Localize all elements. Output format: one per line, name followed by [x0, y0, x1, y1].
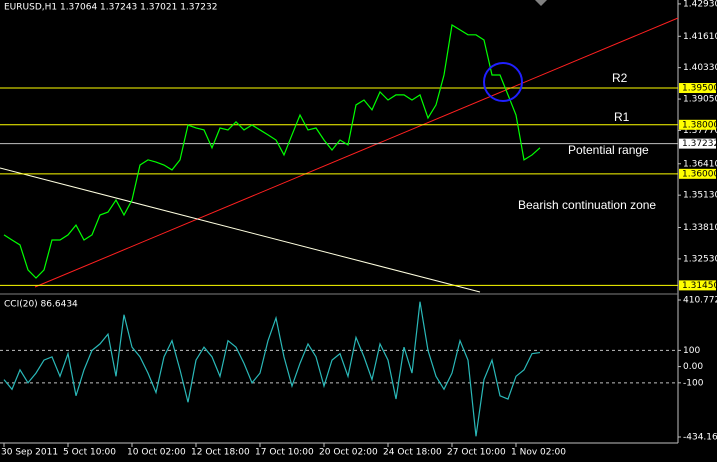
- x-tick-label: 5 Oct 10:00: [63, 448, 116, 458]
- y-tick-label: 1.36410: [683, 159, 717, 169]
- x-tick-label: 12 Oct 18:00: [191, 448, 250, 458]
- y-tick-label: -100: [683, 378, 704, 388]
- level-label: 1.37232: [682, 139, 717, 149]
- trend-line: [34, 17, 679, 288]
- y-tick-label: 1.40330: [683, 63, 717, 73]
- y-tick-label: 1.41610: [683, 32, 717, 42]
- y-tick-label: 1.32530: [683, 254, 717, 264]
- x-tick-label: 30 Sep 2011: [1, 448, 58, 458]
- level-label: 1.38000: [682, 120, 717, 130]
- y-tick-label: 0.00: [683, 362, 703, 372]
- x-tick-label: 17 Oct 10:00: [255, 448, 314, 458]
- x-tick-label: 1 Nov 02:00: [511, 448, 566, 458]
- x-tick-label: 20 Oct 02:00: [319, 448, 378, 458]
- indicator-title: CCI(20) 86.6434: [4, 300, 78, 310]
- annotation: R1: [614, 110, 630, 124]
- level-label: 1.36000: [682, 169, 717, 179]
- level-label-box: [679, 138, 716, 149]
- level-label-box: [679, 280, 716, 291]
- level-label: 1.31450: [682, 281, 717, 291]
- price-line: [3, 24, 541, 279]
- shift-marker: [535, 0, 547, 6]
- y-tick-label: 1.37770: [683, 126, 717, 136]
- x-tick-label: 24 Oct 18:00: [383, 448, 442, 458]
- x-tick-label: 27 Oct 10:00: [447, 448, 506, 458]
- highlight-circle: [483, 62, 523, 102]
- level-label-box: [679, 83, 716, 94]
- y-tick-label: 1.39050: [683, 95, 717, 105]
- y-tick-label: 410.7725: [683, 296, 717, 306]
- y-tick-label: 1.35130: [683, 191, 717, 201]
- level-label-box: [679, 168, 716, 179]
- level-label: 1.39500: [682, 84, 717, 94]
- price-line: [3, 301, 541, 437]
- y-tick-label: 1.42930: [683, 0, 717, 9]
- annotation: R2: [612, 71, 628, 85]
- x-tick-label: 10 Oct 02:00: [127, 448, 186, 458]
- y-tick-label: 1.33810: [683, 223, 717, 233]
- annotation: Bearish continuation zone: [518, 198, 656, 212]
- y-tick-label: 100: [683, 346, 700, 356]
- y-tick-label: -434.1656: [683, 433, 717, 443]
- chart-title: EURUSD,H1 1.37064 1.37243 1.37021 1.3723…: [4, 3, 217, 13]
- level-label-box: [679, 119, 716, 130]
- trend-line: [0, 167, 481, 293]
- annotation: Potential range: [568, 143, 649, 157]
